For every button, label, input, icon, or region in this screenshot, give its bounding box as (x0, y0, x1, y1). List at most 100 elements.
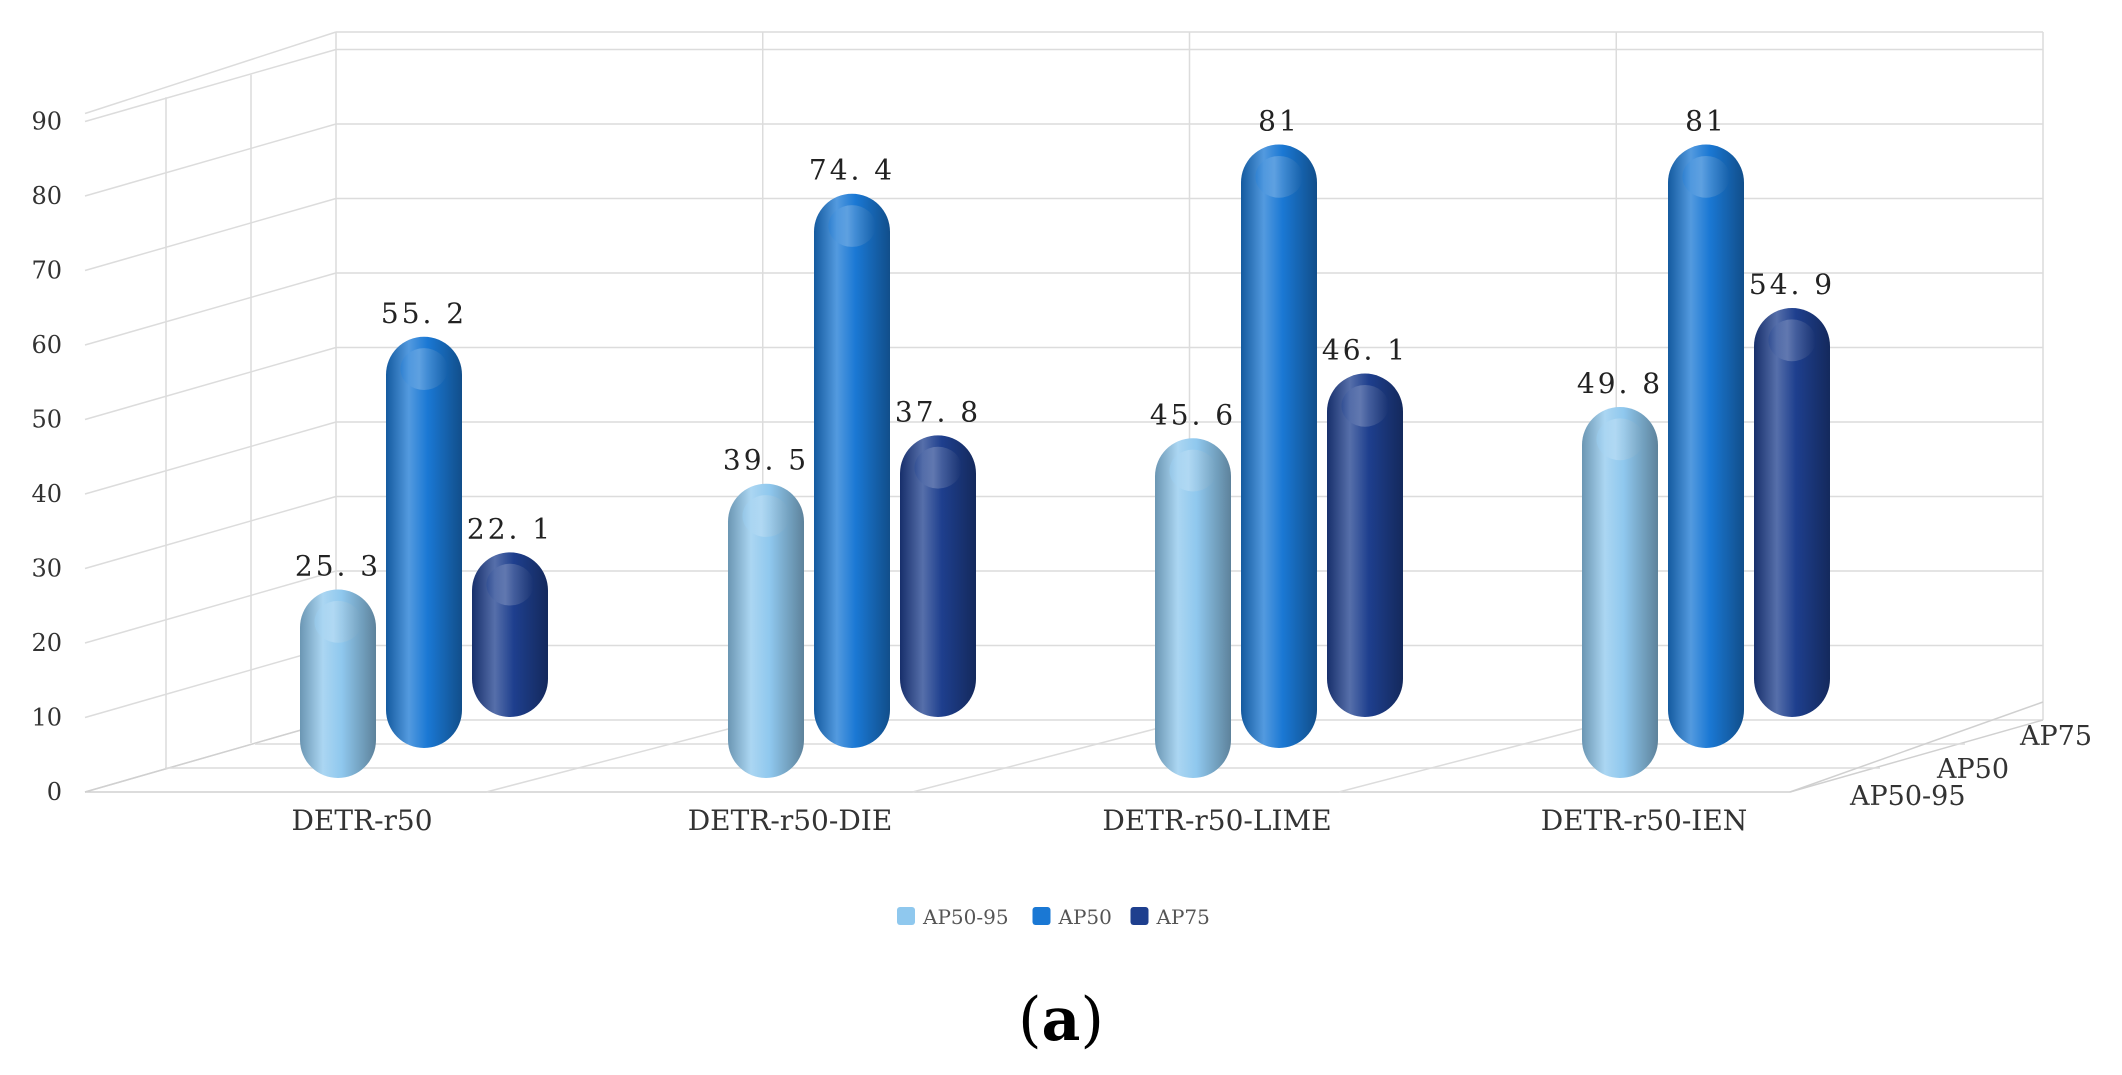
depth-axis-label: AP50-95 (1849, 781, 1966, 812)
caption-open: ( (1018, 985, 1041, 1055)
bar-cap (1682, 155, 1730, 198)
y-tick-label: 50 (31, 406, 62, 434)
y-tick-label: 60 (31, 331, 62, 359)
y-tick-label: 20 (31, 629, 62, 657)
bar-ap50-3: 81 (1668, 105, 1744, 749)
bar-body (300, 589, 376, 778)
side-gridline (84, 570, 337, 644)
bar-body (1668, 144, 1744, 749)
x-axis: DETR-r50 DETR-r50-DIE DETR-r50-LIME DETR-r5… (291, 804, 1747, 837)
x-tick-label: DETR-r50-IEN (1541, 804, 1748, 837)
side-gridline (84, 123, 337, 197)
bar-body (814, 193, 890, 749)
bar-cap (1169, 449, 1217, 492)
floor-divider (1338, 719, 1617, 793)
x-tick-label: DETR-r50-DIE (688, 804, 893, 837)
bar-body (1754, 307, 1830, 717)
bar-body (1582, 406, 1658, 778)
bar-ap50-95-2: 45. 6 (1150, 398, 1236, 778)
data-label: 46. 1 (1322, 334, 1408, 367)
bar-body (1327, 373, 1403, 717)
bar-cap (1768, 319, 1816, 362)
y-tick-label: 70 (31, 257, 62, 285)
data-label: 81 (1685, 105, 1727, 138)
bar-ap75-2: 46. 1 (1322, 334, 1408, 717)
bar-cap (400, 348, 448, 390)
data-label: 39. 5 (723, 444, 809, 477)
side-gridline (84, 495, 337, 570)
bar-cap (742, 495, 790, 537)
data-label: 55. 2 (381, 297, 467, 330)
bar-cap (914, 446, 962, 489)
bar-body (900, 435, 976, 717)
chart-walls (84, 31, 2044, 793)
y-tick-label: 40 (31, 480, 62, 508)
figure-caption: (a) (1018, 985, 1104, 1055)
floor-divider (486, 719, 763, 793)
data-label: 54. 9 (1749, 268, 1835, 301)
data-label: 81 (1258, 105, 1300, 138)
bar-ap75-1: 37. 8 (895, 395, 981, 717)
floor-left-edge (84, 719, 337, 793)
side-gridline (84, 48, 337, 123)
bar-ap50-2: 81 (1241, 105, 1317, 749)
legend-item-ap75: AP75 (1130, 905, 1210, 929)
bar-ap75-0: 22. 1 (467, 512, 553, 717)
depth-axis-label: AP75 (2019, 721, 2092, 752)
y-tick-label: 80 (31, 182, 62, 210)
bar-cap (1255, 155, 1303, 198)
legend-label: AP50 (1058, 905, 1112, 929)
floor-right-edge (1789, 719, 2044, 793)
depth-axis-label: AP50 (1936, 754, 2009, 785)
bar-body (1241, 144, 1317, 749)
side-gridline (84, 346, 337, 421)
data-label: 25. 3 (295, 550, 381, 583)
data-label: 37. 8 (895, 395, 981, 428)
y-tick-label: 30 (31, 555, 62, 583)
bar-cap (1341, 384, 1389, 427)
caption-close: ) (1080, 985, 1103, 1055)
side-gridline (84, 272, 337, 346)
bar-ap50-95-1: 39. 5 (723, 444, 809, 778)
side-gridline (84, 644, 337, 719)
bar-cap (314, 600, 362, 643)
legend-item-ap50-95: AP50-95 (897, 905, 1009, 929)
floor-divider (912, 719, 1190, 793)
data-label: 45. 6 (1150, 398, 1236, 431)
bar-ap50-0: 55. 2 (381, 297, 467, 748)
legend-label: AP75 (1156, 905, 1210, 929)
y-tick-label: 90 (31, 108, 62, 136)
legend-swatch (897, 907, 915, 925)
depth-axis-line (1789, 701, 2044, 793)
bar-body (386, 336, 462, 748)
legend: AP50-95 AP50 AP75 (897, 905, 1210, 929)
bar-ap50-95-0: 25. 3 (295, 550, 381, 778)
bar-ap75-3: 54. 9 (1749, 268, 1835, 717)
caption-letter: a (1042, 985, 1081, 1055)
bar-cap (1596, 418, 1644, 461)
bars: 22. 1 37. 8 46. 1 54. 9 55. 2 74. 4 81 81 25. 3 3… (295, 105, 1835, 778)
y-tick-label: 10 (31, 704, 62, 732)
data-label: 22. 1 (467, 512, 553, 545)
x-tick-label: DETR-r50-LIME (1102, 804, 1331, 837)
x-tick-label: DETR-r50 (291, 804, 432, 837)
side-gridline (84, 421, 337, 495)
bar-ap50-95-3: 49. 8 (1577, 367, 1663, 778)
bar-cap (828, 205, 876, 247)
bar-body (728, 483, 804, 778)
legend-item-ap50: AP50 (1032, 905, 1112, 929)
legend-swatch (1130, 907, 1149, 925)
y-tick-label: 0 (47, 778, 62, 806)
y-axis: 0 10 20 30 40 50 60 70 80 90 (31, 108, 62, 807)
bar-body (1155, 438, 1231, 778)
bar-cap (486, 563, 534, 606)
legend-label: AP50-95 (922, 905, 1009, 929)
data-label: 49. 8 (1577, 367, 1663, 400)
side-top-edge (84, 31, 337, 115)
data-label: 74. 4 (809, 154, 895, 187)
legend-swatch (1032, 907, 1051, 925)
side-gridline (84, 197, 337, 272)
bar-ap50-1: 74. 4 (809, 154, 895, 749)
